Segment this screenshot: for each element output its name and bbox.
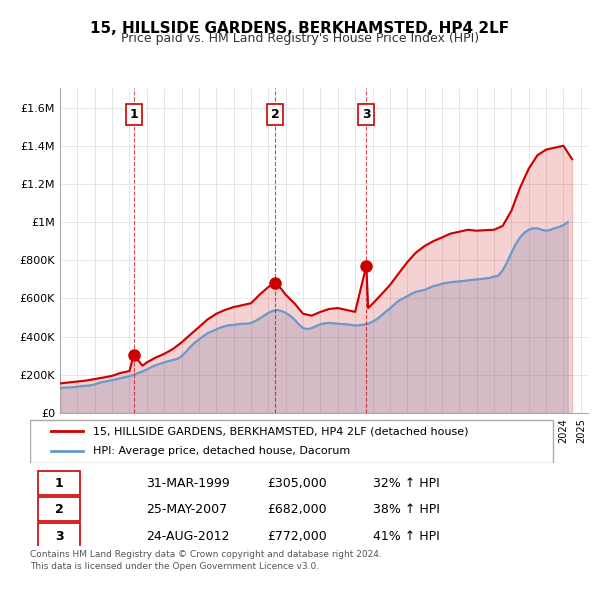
Text: 32% ↑ HPI: 32% ↑ HPI (373, 477, 440, 490)
Text: 2: 2 (271, 108, 280, 121)
FancyBboxPatch shape (38, 523, 80, 548)
Text: 41% ↑ HPI: 41% ↑ HPI (373, 530, 440, 543)
Text: 15, HILLSIDE GARDENS, BERKHAMSTED, HP4 2LF: 15, HILLSIDE GARDENS, BERKHAMSTED, HP4 2… (91, 21, 509, 35)
Text: This data is licensed under the Open Government Licence v3.0.: This data is licensed under the Open Gov… (30, 562, 319, 571)
Text: £305,000: £305,000 (268, 477, 328, 490)
Text: 15, HILLSIDE GARDENS, BERKHAMSTED, HP4 2LF (detached house): 15, HILLSIDE GARDENS, BERKHAMSTED, HP4 2… (94, 427, 469, 436)
Text: Contains HM Land Registry data © Crown copyright and database right 2024.: Contains HM Land Registry data © Crown c… (30, 550, 382, 559)
FancyBboxPatch shape (38, 471, 80, 495)
Text: HPI: Average price, detached house, Dacorum: HPI: Average price, detached house, Daco… (94, 446, 350, 455)
Text: £682,000: £682,000 (268, 503, 327, 516)
Text: £772,000: £772,000 (268, 530, 328, 543)
Text: 3: 3 (362, 108, 371, 121)
Text: 25-MAY-2007: 25-MAY-2007 (146, 503, 227, 516)
Text: 24-AUG-2012: 24-AUG-2012 (146, 530, 230, 543)
Text: 38% ↑ HPI: 38% ↑ HPI (373, 503, 440, 516)
FancyBboxPatch shape (30, 420, 553, 463)
Text: 3: 3 (55, 530, 64, 543)
FancyBboxPatch shape (38, 497, 80, 521)
Text: 1: 1 (129, 108, 138, 121)
Text: Price paid vs. HM Land Registry's House Price Index (HPI): Price paid vs. HM Land Registry's House … (121, 32, 479, 45)
Text: 1: 1 (55, 477, 64, 490)
Text: 2: 2 (55, 503, 64, 516)
Text: 31-MAR-1999: 31-MAR-1999 (146, 477, 230, 490)
